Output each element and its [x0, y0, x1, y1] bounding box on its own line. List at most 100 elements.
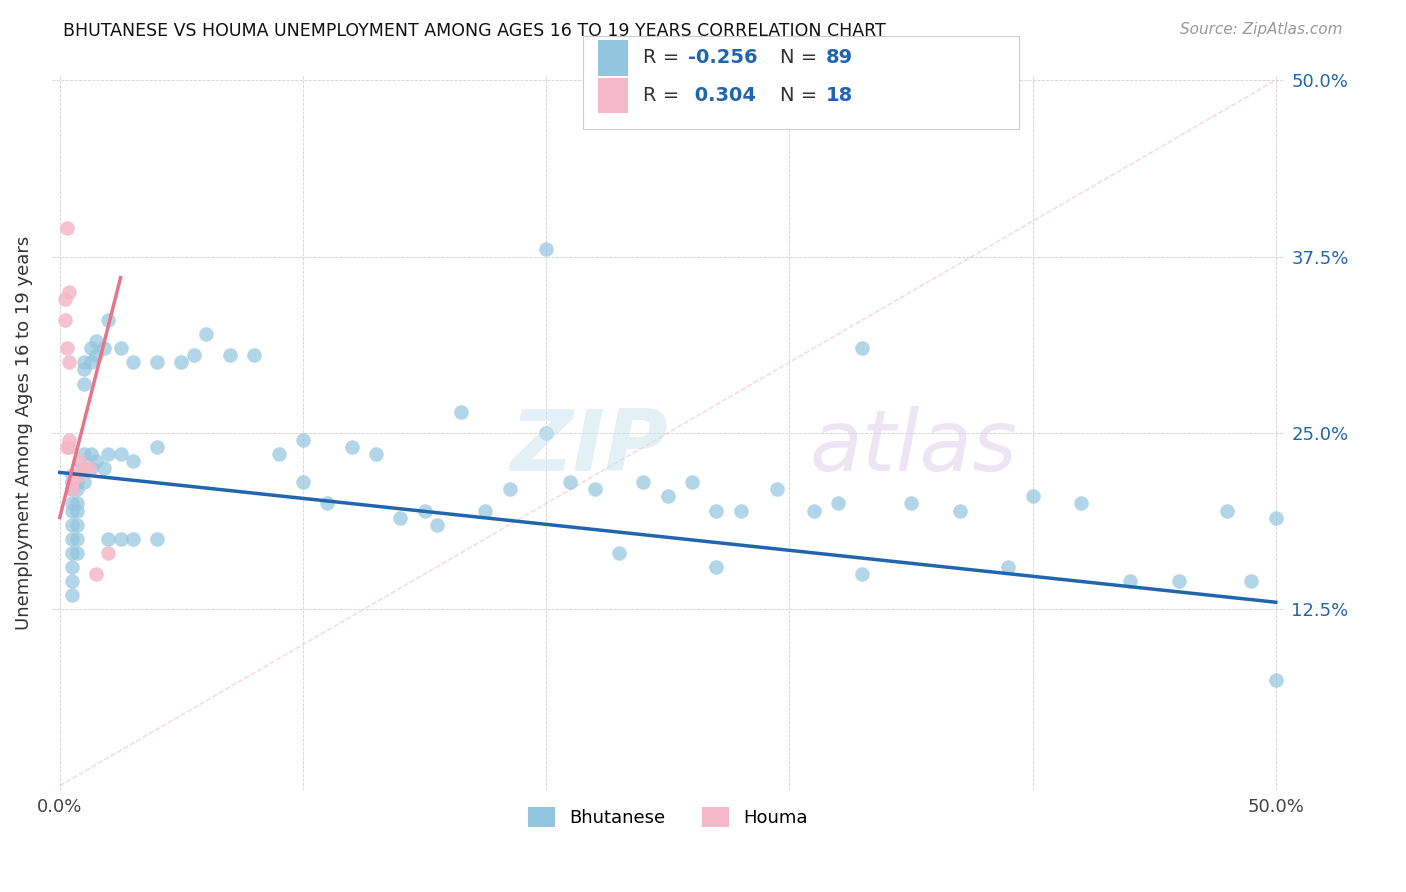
- Point: [53, 292, 76, 306]
- Point: [291, 433, 314, 447]
- Point: [900, 496, 922, 510]
- Point: [803, 503, 825, 517]
- Point: [53, 313, 76, 327]
- Legend: Bhutanese, Houma: Bhutanese, Houma: [520, 800, 815, 834]
- Point: [80, 341, 103, 355]
- Point: [340, 440, 363, 454]
- Text: N =: N =: [780, 48, 824, 68]
- Point: [60, 588, 83, 602]
- Point: [1119, 574, 1142, 588]
- Point: [60, 532, 83, 546]
- Point: [66, 517, 89, 532]
- Text: Source: ZipAtlas.com: Source: ZipAtlas.com: [1180, 22, 1343, 37]
- Point: [58, 433, 80, 447]
- Point: [110, 447, 132, 461]
- Point: [426, 517, 449, 532]
- Point: [58, 440, 80, 454]
- Point: [730, 503, 752, 517]
- Text: R =: R =: [643, 48, 685, 68]
- Point: [60, 574, 83, 588]
- Point: [827, 496, 849, 510]
- Point: [97, 313, 120, 327]
- Point: [67, 454, 90, 468]
- Text: BHUTANESE VS HOUMA UNEMPLOYMENT AMONG AGES 16 TO 19 YEARS CORRELATION CHART: BHUTANESE VS HOUMA UNEMPLOYMENT AMONG AG…: [63, 22, 886, 40]
- Point: [657, 490, 679, 504]
- Point: [1264, 510, 1286, 524]
- Point: [66, 496, 89, 510]
- Text: N =: N =: [780, 86, 824, 105]
- Point: [66, 532, 89, 546]
- Point: [121, 532, 143, 546]
- Point: [706, 503, 728, 517]
- Point: [73, 475, 96, 490]
- Point: [364, 447, 387, 461]
- Point: [60, 496, 83, 510]
- Point: [56, 221, 79, 235]
- Text: atlas: atlas: [810, 406, 1018, 489]
- Point: [560, 475, 582, 490]
- Text: R =: R =: [643, 86, 685, 105]
- Point: [316, 496, 339, 510]
- Point: [243, 348, 266, 362]
- Point: [389, 510, 412, 524]
- Point: [1216, 503, 1239, 517]
- Point: [450, 405, 472, 419]
- Point: [1264, 673, 1286, 687]
- Point: [60, 475, 83, 490]
- Point: [80, 355, 103, 369]
- Point: [73, 355, 96, 369]
- Point: [633, 475, 655, 490]
- Point: [146, 440, 169, 454]
- Point: [66, 475, 89, 490]
- Point: [66, 483, 89, 497]
- Point: [73, 447, 96, 461]
- Point: [766, 483, 789, 497]
- Point: [583, 483, 606, 497]
- Point: [1021, 490, 1043, 504]
- Text: 18: 18: [825, 86, 852, 105]
- Point: [77, 461, 100, 475]
- Point: [219, 348, 242, 362]
- Point: [110, 341, 132, 355]
- Point: [60, 483, 83, 497]
- Point: [84, 567, 107, 582]
- Point: [60, 560, 83, 574]
- Point: [1070, 496, 1092, 510]
- Point: [681, 475, 703, 490]
- Point: [93, 461, 115, 475]
- Point: [851, 341, 873, 355]
- Point: [84, 334, 107, 349]
- Point: [851, 567, 873, 582]
- Point: [121, 355, 143, 369]
- Point: [60, 483, 83, 497]
- Point: [60, 503, 83, 517]
- Point: [56, 440, 79, 454]
- Point: [997, 560, 1019, 574]
- Point: [146, 355, 169, 369]
- Point: [607, 546, 630, 560]
- Point: [67, 468, 90, 483]
- Point: [60, 546, 83, 560]
- Point: [194, 327, 217, 342]
- Point: [267, 447, 290, 461]
- Text: -0.256: -0.256: [688, 48, 758, 68]
- Point: [97, 546, 120, 560]
- Point: [949, 503, 972, 517]
- Point: [93, 341, 115, 355]
- Point: [534, 425, 557, 440]
- Point: [706, 560, 728, 574]
- Point: [66, 503, 89, 517]
- Point: [291, 475, 314, 490]
- Point: [73, 461, 96, 475]
- Point: [1167, 574, 1189, 588]
- Y-axis label: Unemployment Among Ages 16 to 19 years: Unemployment Among Ages 16 to 19 years: [15, 235, 32, 630]
- Point: [146, 532, 169, 546]
- Point: [474, 503, 496, 517]
- Point: [56, 341, 79, 355]
- Point: [413, 503, 436, 517]
- Point: [58, 355, 80, 369]
- Text: 89: 89: [825, 48, 852, 68]
- Point: [60, 468, 83, 483]
- Point: [73, 376, 96, 391]
- Point: [66, 468, 89, 483]
